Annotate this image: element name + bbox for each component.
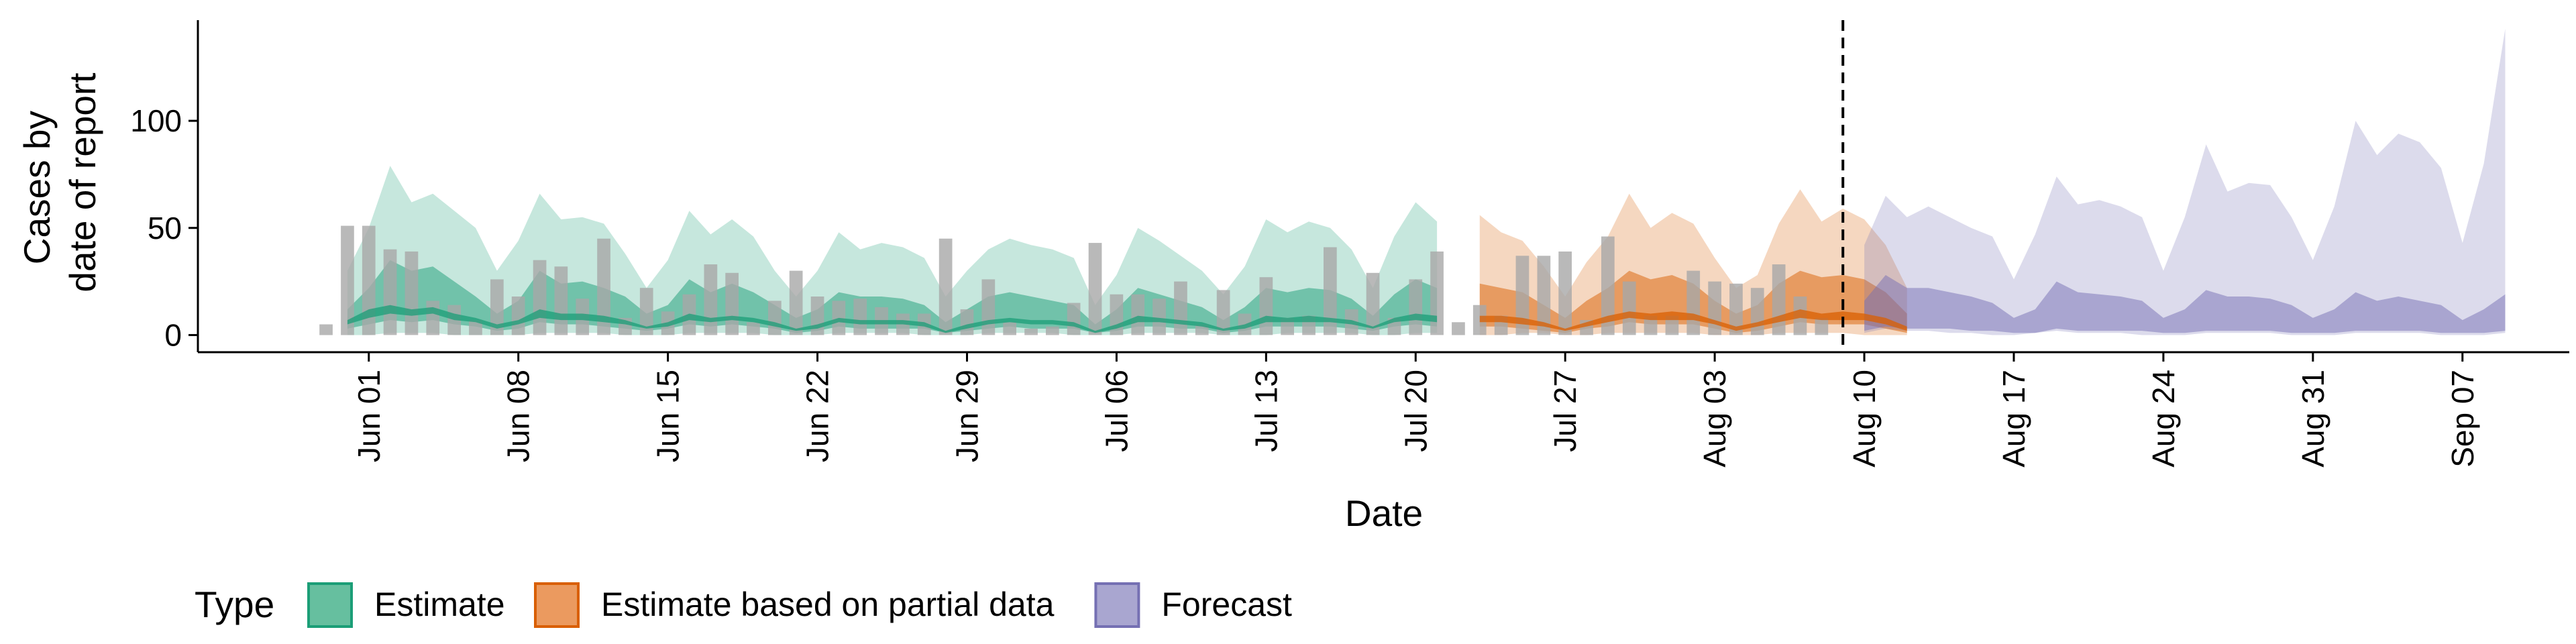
bar — [938, 238, 953, 335]
bar — [405, 251, 419, 335]
bar — [1067, 303, 1081, 335]
y-axis-ticks: 0 50 100 — [130, 103, 198, 352]
median-band-layer — [347, 305, 1907, 333]
y-tick-label: 50 — [148, 211, 182, 246]
y-axis-label: Cases by date of report — [16, 72, 103, 292]
x-tick-label: Jun 15 — [651, 370, 686, 462]
bar — [362, 225, 376, 335]
bar — [1024, 328, 1038, 335]
bar — [426, 301, 440, 335]
bar — [1472, 305, 1487, 335]
bar — [1452, 322, 1465, 335]
bar — [1216, 290, 1230, 335]
x-tick-label: Jul 20 — [1398, 370, 1433, 452]
bar — [960, 309, 974, 335]
ribbon-median-1 — [1479, 309, 1907, 331]
bar — [1088, 243, 1102, 335]
x-tick-label: Jul 06 — [1099, 370, 1134, 452]
x-tick-label: Jul 13 — [1248, 370, 1283, 452]
bar — [789, 270, 803, 335]
x-tick-label: Aug 17 — [1996, 370, 2031, 468]
bar — [1131, 294, 1145, 335]
bar — [469, 320, 482, 335]
bar — [1259, 277, 1273, 335]
bar — [1238, 313, 1252, 335]
bar — [1046, 326, 1059, 335]
x-tick-label: Aug 10 — [1847, 370, 1882, 468]
x-tick-label: Aug 31 — [2296, 370, 2330, 468]
bar — [768, 301, 782, 335]
legend-key-forecast — [1094, 582, 1140, 628]
bar — [1665, 315, 1679, 335]
bar — [1729, 283, 1743, 335]
y-tick-label: 0 — [164, 317, 182, 352]
bar — [1174, 281, 1187, 335]
bar — [704, 264, 718, 335]
x-tick-label: Jun 29 — [950, 370, 985, 462]
bar — [1708, 281, 1721, 335]
bar — [1750, 288, 1764, 335]
bar — [747, 322, 760, 335]
bar — [1686, 270, 1701, 335]
ribbon-outer-0 — [347, 166, 1438, 335]
bar — [1366, 272, 1380, 335]
bar — [1601, 236, 1615, 335]
x-tick-label: Jun 08 — [501, 370, 536, 462]
plot-area — [319, 20, 2506, 352]
ribbon-median-0 — [347, 305, 1438, 333]
bar — [1515, 256, 1529, 335]
bar — [1430, 251, 1444, 335]
bar — [1644, 315, 1658, 335]
bar — [1003, 322, 1016, 335]
ribbon-layer — [347, 28, 2506, 335]
bar — [1152, 299, 1166, 335]
x-axis-label: Date — [1345, 492, 1423, 534]
bar — [725, 272, 739, 335]
bar — [554, 266, 568, 335]
bar — [341, 225, 354, 335]
bar — [319, 324, 333, 335]
bar — [1772, 264, 1786, 335]
bar — [1622, 281, 1636, 335]
legend-title: Type — [195, 584, 274, 625]
bar — [533, 260, 547, 335]
bar — [1815, 317, 1829, 335]
x-tick-label: Jun 01 — [352, 370, 386, 462]
bar — [981, 279, 996, 335]
bar — [511, 297, 525, 335]
bar — [383, 249, 397, 335]
legend-key-estimate-partial — [534, 582, 580, 628]
x-tick-label: Jun 22 — [800, 370, 835, 462]
bar — [639, 288, 653, 335]
legend-key-estimate — [307, 582, 353, 628]
legend-label-forecast: Forecast — [1161, 586, 1292, 623]
y-axis-label-line-2: date of report — [62, 72, 103, 292]
x-tick-label: Aug 24 — [2146, 370, 2181, 468]
bar — [810, 297, 824, 335]
bar — [490, 279, 504, 335]
legend: Type Estimate Estimate based on partial … — [195, 582, 1292, 628]
bar — [597, 238, 610, 335]
ribbon-outer-2 — [1864, 28, 2506, 335]
y-axis-label-line-1: Cases by — [16, 111, 58, 265]
legend-label-estimate-partial: Estimate based on partial data — [601, 586, 1055, 623]
legend-label-estimate: Estimate — [374, 586, 505, 623]
y-tick-label: 100 — [130, 103, 182, 138]
x-axis-ticks: Jun 01 Jun 08 Jun 15 Jun 22 Jun 29 Jul 06 Jul … — [352, 352, 2480, 468]
x-tick-label: Aug 03 — [1697, 370, 1732, 468]
bar — [853, 299, 867, 335]
ribbon-inner-2 — [1864, 275, 2506, 333]
x-tick-label: Jul 27 — [1548, 370, 1582, 452]
x-tick-label: Sep 07 — [2445, 370, 2480, 468]
bar — [1558, 251, 1572, 335]
bar — [1537, 256, 1551, 335]
bar — [1409, 279, 1423, 335]
bar — [1324, 247, 1337, 335]
